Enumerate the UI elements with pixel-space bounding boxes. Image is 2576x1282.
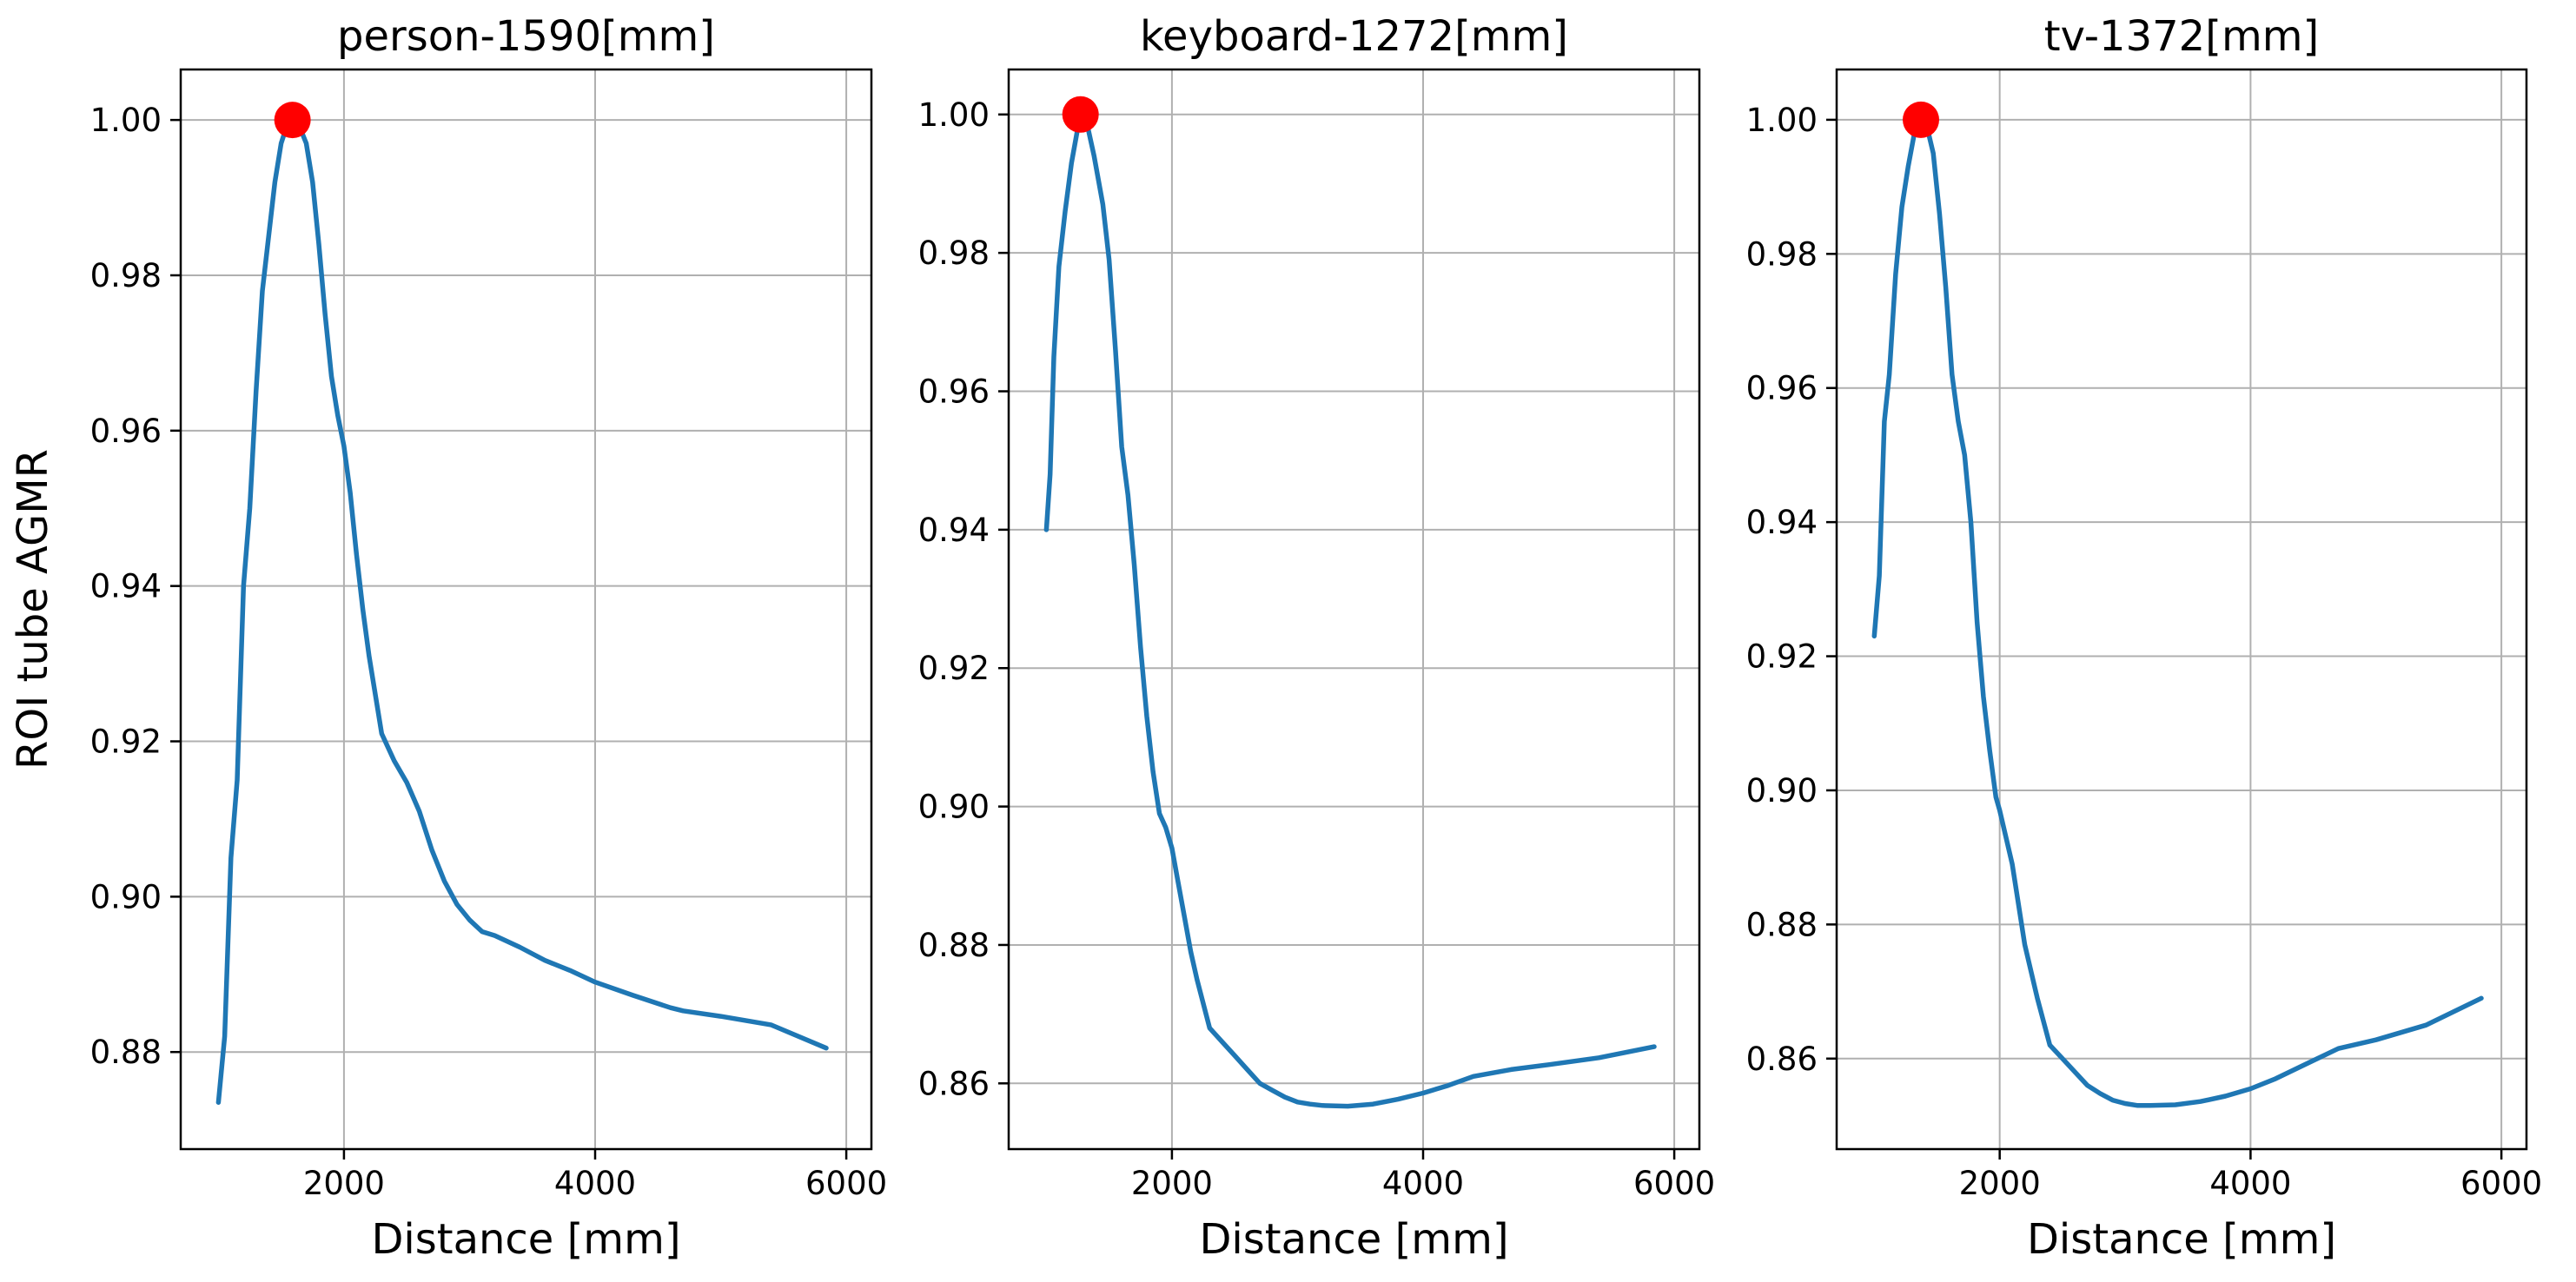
series xyxy=(1043,96,1657,1109)
chart-title: keyboard-1272[mm] xyxy=(1140,12,1568,61)
peak-marker xyxy=(1062,96,1099,133)
series xyxy=(1871,101,2484,1108)
x-tick-label: 6000 xyxy=(805,1165,887,1202)
axes-frame xyxy=(1007,68,1701,1151)
axes-frame xyxy=(179,68,873,1151)
x-tick-label: 6000 xyxy=(1633,1165,1715,1202)
y-tick-label: 0.90 xyxy=(1746,772,1818,810)
x-axis-label: Distance [mm] xyxy=(2027,1215,2336,1264)
ticks: 2000 4000 6000 0.88 0.90 0.92 0.94 0.96 0.98 1.00 xyxy=(90,102,888,1202)
chart-title: tv-1372[mm] xyxy=(2044,12,2319,61)
y-tick-label: 0.96 xyxy=(1746,370,1818,407)
y-tick-label: 0.98 xyxy=(1746,235,1818,273)
subplot-keyboard: 2000 4000 6000 0.86 0.88 0.90 0.92 0.94 0.96 0.98… xyxy=(918,12,1716,1264)
subplot-tv: 2000 4000 6000 0.86 0.88 0.90 0.92 0.94 0.96 0.98… xyxy=(1746,12,2543,1264)
y-tick-label: 0.90 xyxy=(90,878,162,915)
chart-title: person-1590[mm] xyxy=(337,12,715,61)
ticks: 2000 4000 6000 0.86 0.88 0.90 0.92 0.94 0.96 0.98… xyxy=(1746,102,2543,1202)
y-tick-label: 0.92 xyxy=(1746,638,1818,676)
x-axis-label: Distance [mm] xyxy=(371,1215,680,1264)
x-tick-label: 2000 xyxy=(1959,1165,2041,1202)
series xyxy=(215,102,829,1106)
x-axis-label: Distance [mm] xyxy=(1199,1215,1508,1264)
grid xyxy=(1837,69,2526,1149)
y-tick-label: 0.92 xyxy=(90,724,162,761)
ticks: 2000 4000 6000 0.86 0.88 0.90 0.92 0.94 0.96 0.98… xyxy=(918,96,1716,1202)
y-tick-label: 0.86 xyxy=(918,1065,990,1102)
x-tick-label: 6000 xyxy=(2460,1165,2542,1202)
y-tick-label: 0.98 xyxy=(918,235,990,272)
y-tick-label: 0.94 xyxy=(90,568,162,605)
grid xyxy=(181,69,871,1149)
y-tick-label: 0.88 xyxy=(90,1034,162,1071)
series-line xyxy=(215,117,829,1106)
x-tick-label: 4000 xyxy=(2209,1165,2291,1202)
y-tick-label: 0.88 xyxy=(1746,906,1818,943)
peak-marker xyxy=(274,102,311,139)
y-tick-label: 0.94 xyxy=(1746,504,1818,541)
x-tick-label: 2000 xyxy=(303,1165,385,1202)
subplot-person: 2000 4000 6000 0.88 0.90 0.92 0.94 0.96 0.98 1.00… xyxy=(9,12,887,1264)
x-tick-label: 4000 xyxy=(1382,1165,1464,1202)
x-tick-label: 4000 xyxy=(554,1165,636,1202)
y-tick-label: 0.88 xyxy=(918,927,990,964)
y-axis-label: ROI tube AGMR xyxy=(9,449,57,770)
y-tick-label: 1.00 xyxy=(918,96,990,134)
y-tick-label: 0.96 xyxy=(918,373,990,411)
grid xyxy=(1009,69,1699,1149)
y-tick-label: 0.90 xyxy=(918,789,990,826)
peak-marker xyxy=(1903,101,1940,138)
y-tick-label: 1.00 xyxy=(1746,102,1818,139)
y-tick-label: 0.96 xyxy=(90,413,162,450)
y-tick-label: 0.94 xyxy=(918,512,990,549)
axes-frame xyxy=(1835,68,2528,1151)
y-tick-label: 0.98 xyxy=(90,257,162,294)
y-tick-label: 0.86 xyxy=(1746,1041,1818,1078)
y-tick-label: 1.00 xyxy=(90,102,162,139)
y-tick-label: 0.92 xyxy=(918,650,990,687)
x-tick-label: 2000 xyxy=(1131,1165,1213,1202)
